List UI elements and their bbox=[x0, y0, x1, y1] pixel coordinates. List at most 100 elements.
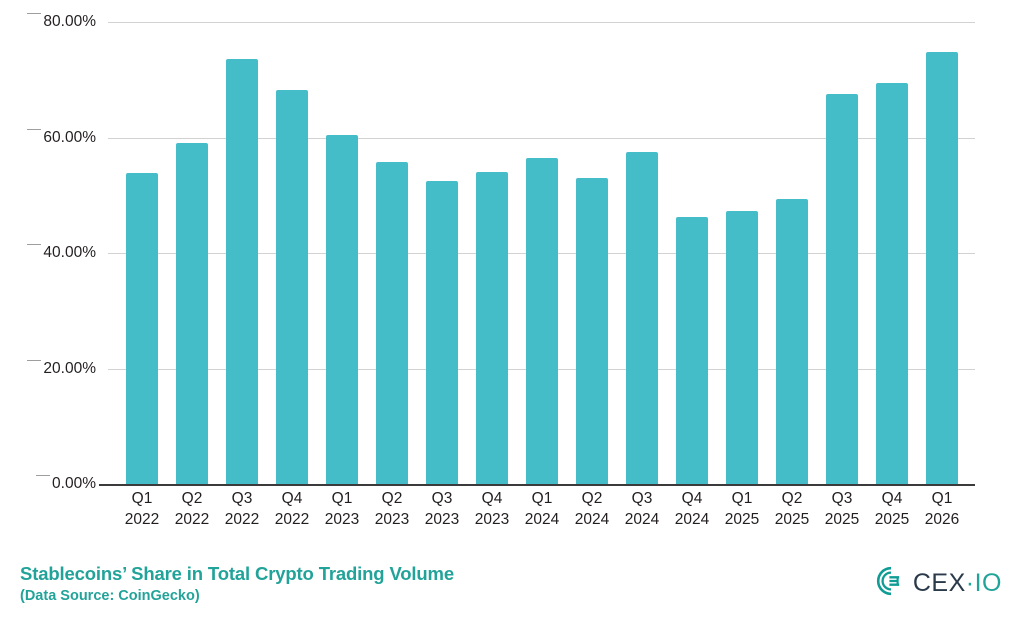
x-axis-year: 2026 bbox=[924, 511, 960, 528]
bar[interactable] bbox=[876, 82, 908, 484]
caption-block: Stablecoins’ Share in Total Crypto Tradi… bbox=[20, 563, 454, 604]
x-axis-quarter: Q1 bbox=[931, 490, 953, 507]
x-axis-year: 2023 bbox=[374, 511, 410, 528]
bar-group[interactable] bbox=[567, 22, 617, 484]
bar[interactable] bbox=[626, 151, 658, 484]
x-axis-year: 2022 bbox=[174, 511, 210, 528]
x-axis-tick-label: Q4 2023 bbox=[467, 488, 517, 530]
x-axis-quarter: Q2 bbox=[181, 490, 203, 507]
chart-title: Stablecoins’ Share in Total Crypto Tradi… bbox=[20, 563, 454, 584]
x-axis-tick-label: Q2 2023 bbox=[367, 488, 417, 530]
y-axis-tick-label: 20.00% bbox=[27, 359, 96, 378]
bar[interactable] bbox=[526, 157, 558, 484]
x-axis-tick-label: Q3 2025 bbox=[817, 488, 867, 530]
x-axis-quarter: Q1 bbox=[731, 490, 753, 507]
x-axis-year: 2025 bbox=[724, 511, 760, 528]
x-axis-tick-label: Q4 2022 bbox=[267, 488, 317, 530]
bar[interactable] bbox=[776, 198, 808, 484]
x-axis-quarter: Q1 bbox=[531, 490, 553, 507]
bar[interactable] bbox=[426, 181, 458, 484]
x-axis-quarter: Q3 bbox=[631, 490, 653, 507]
bar-group[interactable] bbox=[217, 22, 267, 484]
x-axis-quarter: Q2 bbox=[781, 490, 803, 507]
x-axis-tick-label: Q1 2026 bbox=[917, 488, 967, 530]
bar-group[interactable] bbox=[417, 22, 467, 484]
x-axis-tick-label: Q2 2024 bbox=[567, 488, 617, 530]
gridline bbox=[108, 22, 975, 23]
bar[interactable] bbox=[176, 142, 208, 484]
bar[interactable] bbox=[376, 162, 408, 484]
x-axis-year: 2023 bbox=[324, 511, 360, 528]
x-axis-year: 2024 bbox=[524, 511, 560, 528]
x-axis-tick-label: Q2 2025 bbox=[767, 488, 817, 530]
brand-wordmark: CEX·IO bbox=[913, 569, 1002, 598]
bar[interactable] bbox=[826, 93, 858, 484]
x-axis-quarter: Q3 bbox=[431, 490, 453, 507]
bar-group[interactable] bbox=[467, 22, 517, 484]
bars-layer bbox=[108, 22, 975, 484]
bar-group[interactable] bbox=[267, 22, 317, 484]
x-axis-year: 2025 bbox=[874, 511, 910, 528]
bar[interactable] bbox=[476, 171, 508, 484]
brand-wordmark-primary: CEX bbox=[912, 569, 966, 597]
x-axis-tick-label: Q4 2024 bbox=[667, 488, 717, 530]
x-axis-year: 2024 bbox=[624, 511, 660, 528]
x-axis-tick-label: Q3 2022 bbox=[217, 488, 267, 530]
x-axis-quarter: Q4 bbox=[681, 490, 703, 507]
x-axis-quarter: Q4 bbox=[881, 490, 903, 507]
bar-group[interactable] bbox=[117, 22, 167, 484]
bar[interactable] bbox=[726, 210, 758, 484]
y-axis-tick-mark bbox=[27, 244, 42, 245]
bar[interactable] bbox=[126, 173, 158, 484]
x-axis-tick-label: Q2 2022 bbox=[167, 488, 217, 530]
bar-group[interactable] bbox=[617, 22, 667, 484]
bar-group[interactable] bbox=[867, 22, 917, 484]
x-axis-year: 2023 bbox=[474, 511, 510, 528]
x-axis-quarter: Q4 bbox=[481, 490, 503, 507]
cex-io-logo-icon bbox=[876, 566, 906, 601]
bar[interactable] bbox=[326, 134, 358, 484]
bar[interactable] bbox=[226, 58, 258, 484]
x-axis-year: 2025 bbox=[774, 511, 810, 528]
y-axis-tick-label: 60.00% bbox=[27, 128, 96, 147]
y-axis-tick-label: 80.00% bbox=[27, 13, 96, 31]
x-axis-quarter: Q4 bbox=[281, 490, 303, 507]
chart-data-source: (Data Source: CoinGecko) bbox=[20, 588, 200, 604]
x-axis-quarter: Q3 bbox=[831, 490, 853, 507]
bar-group[interactable] bbox=[667, 22, 717, 484]
y-axis-tick-mark bbox=[27, 128, 42, 130]
axis-baseline bbox=[99, 484, 975, 486]
x-axis-tick-label: Q3 2023 bbox=[417, 488, 467, 530]
x-axis-tick-label: Q3 2024 bbox=[617, 488, 667, 530]
y-axis-tick-label: 40.00% bbox=[27, 244, 96, 262]
bar[interactable] bbox=[926, 52, 958, 484]
bar-group[interactable] bbox=[817, 22, 867, 484]
bar-group[interactable] bbox=[917, 22, 967, 484]
x-axis-tick-label: Q1 2025 bbox=[717, 488, 767, 530]
x-axis-quarter: Q2 bbox=[381, 490, 403, 507]
x-axis-tick-label: Q1 2024 bbox=[517, 488, 567, 530]
x-axis: Q1 2022 Q2 2022 Q3 2022 Q4 2022 Q1 2023 Q2 2023 Q3 20… bbox=[108, 488, 975, 544]
x-axis-tick-label: Q1 2022 bbox=[117, 488, 167, 530]
bar-group[interactable] bbox=[717, 22, 767, 484]
bar-group[interactable] bbox=[767, 22, 817, 484]
bar[interactable] bbox=[276, 89, 308, 484]
bar-group[interactable] bbox=[517, 22, 567, 484]
bar-chart-figure: 80.00% 60.00% 40.00% 20.00% 0.00% Q1 2022 Q2 20… bbox=[27, 13, 975, 544]
x-axis-tick-label: Q4 2025 bbox=[867, 488, 917, 530]
x-axis-tick-label: Q1 2023 bbox=[317, 488, 367, 530]
x-axis-year: 2024 bbox=[674, 511, 710, 528]
bar-group[interactable] bbox=[367, 22, 417, 484]
y-axis-tick-mark bbox=[27, 13, 42, 14]
x-axis-year: 2024 bbox=[574, 511, 610, 528]
x-axis-year: 2022 bbox=[274, 511, 310, 528]
bar-group[interactable] bbox=[167, 22, 217, 484]
bar-group[interactable] bbox=[317, 22, 367, 484]
bar[interactable] bbox=[676, 217, 708, 484]
brand-logo: CEX·IO bbox=[876, 566, 1002, 601]
plot-area bbox=[99, 22, 975, 486]
x-axis-quarter: Q3 bbox=[231, 490, 253, 507]
x-axis-quarter: Q1 bbox=[131, 490, 153, 507]
x-axis-year: 2022 bbox=[224, 511, 260, 528]
bar[interactable] bbox=[576, 177, 608, 484]
